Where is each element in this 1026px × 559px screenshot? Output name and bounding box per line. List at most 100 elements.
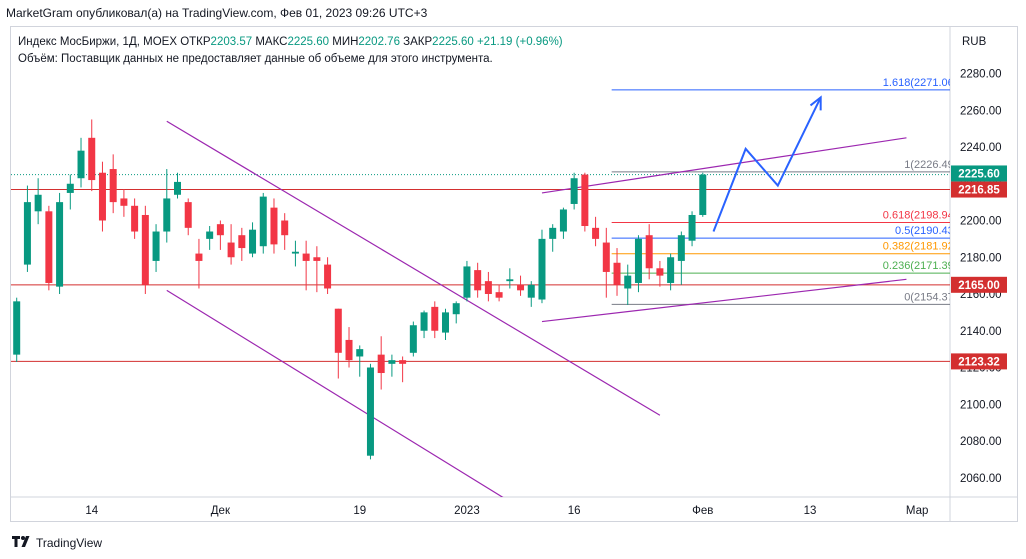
fib-level-label: 0.618(2198.94) [883,209,958,221]
currency-label: RUB [962,36,987,48]
chart-frame [10,26,1018,522]
price-axis-badge-label: 2216.85 [958,185,1000,197]
candle-up [452,303,460,315]
candle-down [88,137,96,181]
candle-up [699,174,707,215]
plot-area: 1.618(2271.06) 1(2226.49) 0.618(2198.94) 0.… [11,77,958,497]
candle-down [581,174,589,227]
symbol-name: Индекс МосБиржи, 1Д, MOEX [18,36,177,48]
x-tick-label: Мар [906,505,929,517]
fib-level-label: 0.5(2190.43) [895,225,957,237]
fib-level-label: 0.382(2181.92) [883,241,958,253]
x-tick-label: Дек [211,505,231,517]
candle-up [463,266,471,298]
price-axis-badge [951,181,1007,198]
fib-level-label: 0.236(2171.39) [883,260,958,272]
candle-down [613,262,621,285]
open-label: ОТКР [180,36,211,48]
candle-up [56,202,64,287]
candle-down [377,354,385,374]
candle-up [259,196,267,247]
candle-down [216,224,224,236]
candle-down [495,292,503,298]
candle-down [474,270,482,291]
x-tick-label: 19 [353,505,366,517]
candle-up [291,251,299,254]
candle-up [549,227,557,239]
candle-down [313,257,321,261]
candle-up [634,238,642,283]
candle-down [592,227,600,239]
price-axis-badge-label: 2165.00 [958,280,1000,292]
candle-up [667,257,675,283]
candle-down [399,360,407,364]
price-axis-badge-label: 2225.60 [958,168,1000,180]
candle-down [602,242,610,272]
candle-down [184,202,192,228]
candle-up [538,238,546,300]
x-tick-label: 2023 [454,505,480,517]
y-tick-label: 2140.00 [960,326,1002,338]
y-tick-label: 2200.00 [960,216,1002,228]
y-tick-label: 2260.00 [960,105,1002,117]
tradingview-logo-icon [12,535,32,550]
y-tick-label: 2060.00 [960,473,1002,485]
y-tick-label: 2280.00 [960,69,1002,81]
candle-down [431,306,439,331]
candle-up [506,279,514,282]
y-tick-label: 2100.00 [960,399,1002,411]
candle-down [270,207,278,245]
price-axis-badge [951,165,1007,182]
channel-line [166,120,661,416]
candle-down [98,172,106,221]
price-axis-badge [951,353,1007,370]
candle-up [23,202,31,265]
x-tick-label: 13 [804,505,817,517]
candle-up [34,194,42,212]
projection-path [712,96,822,232]
candle-up [420,312,428,331]
candle-down [45,211,53,283]
candle-up [409,325,417,353]
candle-up [163,198,171,232]
candle-up [388,360,396,364]
candle-down [645,235,653,269]
candle-up [152,231,160,261]
fib-level-label: 0(2154.37) [904,291,957,303]
candle-up [677,235,685,261]
y-tick-label: 2240.00 [960,142,1002,154]
x-tick-label: 16 [568,505,581,517]
published-by: MarketGram опубликовал(а) на TradingView… [6,6,428,20]
y-tick-label: 2080.00 [960,436,1002,448]
open-value: 2203.57 [210,36,253,48]
candle-up [77,150,85,179]
volume-note: Объём: Поставщик данных не предоставляет… [18,53,493,65]
candle-down [656,268,664,276]
candle-down [302,253,310,261]
candle-down [141,214,149,285]
change-value: +21.19 (+0.96%) [476,36,563,48]
channel-line [541,137,907,194]
candle-down [484,281,492,294]
candle-up [66,183,74,193]
high-value: 2225.60 [287,36,330,48]
candle-up [206,231,214,239]
channel-line [166,289,504,497]
candle-down [345,339,353,361]
legend-ohlc-row: Индекс МосБиржи, 1Д, MOEX ОТКР2203.57 МА… [18,36,563,48]
footer: TradingView [12,535,102,550]
x-tick-label: Фев [692,505,713,517]
candle-down [334,308,342,353]
candle-down [324,264,332,289]
candle-up [366,367,374,456]
candle-up [356,349,364,357]
candle-down [131,205,139,232]
candle-down [109,169,117,203]
candle-up [249,229,257,254]
close-value: 2225.60 [432,36,474,48]
low-label: МИН [332,36,359,48]
candle-down [195,253,203,261]
footer-brand: TradingView [36,535,103,550]
candle-up [527,284,535,298]
